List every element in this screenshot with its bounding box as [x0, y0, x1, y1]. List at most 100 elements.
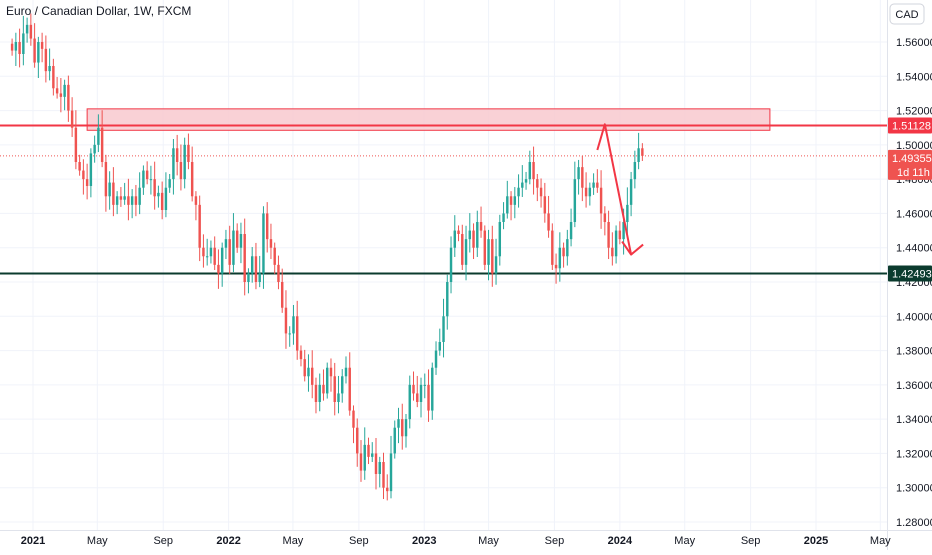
- candle[interactable]: [637, 132, 640, 170]
- candle[interactable]: [262, 206, 265, 289]
- candle[interactable]: [67, 75, 70, 122]
- candle[interactable]: [592, 173, 595, 195]
- candle[interactable]: [254, 242, 258, 290]
- candle[interactable]: [449, 236, 453, 294]
- candle[interactable]: [232, 213, 235, 273]
- candle[interactable]: [581, 155, 584, 202]
- candle[interactable]: [468, 213, 472, 253]
- candle[interactable]: [44, 35, 48, 83]
- candle[interactable]: [213, 236, 216, 270]
- candle[interactable]: [14, 32, 18, 66]
- candle[interactable]: [123, 182, 126, 205]
- candle[interactable]: [404, 414, 408, 448]
- candle[interactable]: [536, 174, 539, 202]
- candle[interactable]: [93, 135, 96, 163]
- candle[interactable]: [618, 221, 622, 245]
- candle[interactable]: [596, 169, 599, 193]
- candle[interactable]: [554, 253, 558, 284]
- candle[interactable]: [434, 341, 438, 375]
- candle[interactable]: [243, 218, 246, 296]
- candle[interactable]: [164, 172, 168, 218]
- candle[interactable]: [558, 232, 562, 282]
- candle[interactable]: [344, 356, 348, 384]
- candle[interactable]: [412, 371, 415, 401]
- candle[interactable]: [172, 139, 175, 195]
- candle[interactable]: [145, 161, 149, 185]
- candle[interactable]: [179, 144, 183, 191]
- candle[interactable]: [187, 133, 190, 170]
- candle[interactable]: [348, 352, 351, 416]
- candle[interactable]: [333, 362, 336, 416]
- candle[interactable]: [442, 298, 445, 358]
- candle[interactable]: [18, 28, 21, 68]
- candle[interactable]: [431, 362, 434, 420]
- candle[interactable]: [423, 373, 426, 399]
- candle[interactable]: [356, 418, 359, 467]
- candle[interactable]: [175, 134, 179, 176]
- candle[interactable]: [112, 167, 115, 217]
- candle[interactable]: [108, 171, 111, 210]
- candle[interactable]: [202, 234, 205, 268]
- candle[interactable]: [524, 171, 528, 190]
- candle[interactable]: [363, 427, 366, 480]
- candle[interactable]: [134, 184, 138, 217]
- candle[interactable]: [37, 36, 40, 78]
- candle[interactable]: [487, 229, 490, 281]
- candle[interactable]: [547, 195, 550, 238]
- candle[interactable]: [371, 442, 374, 462]
- candle[interactable]: [142, 165, 145, 195]
- candle[interactable]: [10, 38, 14, 56]
- candle[interactable]: [603, 206, 607, 236]
- candle[interactable]: [367, 437, 370, 465]
- candle[interactable]: [48, 48, 51, 81]
- candle[interactable]: [491, 225, 494, 287]
- candle[interactable]: [168, 174, 171, 193]
- candle[interactable]: [209, 240, 213, 264]
- candle[interactable]: [115, 191, 119, 215]
- candle[interactable]: [397, 407, 400, 444]
- candle[interactable]: [160, 181, 164, 220]
- candle[interactable]: [97, 114, 100, 153]
- candle[interactable]: [352, 405, 355, 444]
- candle[interactable]: [374, 438, 378, 490]
- candle[interactable]: [389, 435, 393, 499]
- candle[interactable]: [74, 110, 78, 170]
- candle[interactable]: [569, 208, 573, 247]
- candle[interactable]: [318, 373, 321, 412]
- candle[interactable]: [303, 349, 306, 382]
- candle[interactable]: [292, 304, 295, 345]
- candle[interactable]: [157, 185, 160, 208]
- candle[interactable]: [138, 172, 141, 215]
- candle[interactable]: [513, 187, 517, 219]
- candle[interactable]: [314, 377, 318, 414]
- candle[interactable]: [386, 474, 389, 501]
- candle[interactable]: [498, 214, 502, 266]
- candle[interactable]: [149, 165, 153, 195]
- candle[interactable]: [551, 223, 554, 270]
- candle[interactable]: [427, 369, 430, 422]
- candle[interactable]: [228, 225, 231, 275]
- candle[interactable]: [378, 456, 381, 488]
- candle[interactable]: [239, 222, 243, 264]
- candle[interactable]: [329, 358, 333, 392]
- candle[interactable]: [341, 369, 344, 403]
- candle[interactable]: [40, 32, 44, 63]
- candle[interactable]: [258, 255, 261, 288]
- candle[interactable]: [419, 377, 423, 418]
- candle[interactable]: [611, 232, 614, 266]
- candle[interactable]: [25, 17, 29, 43]
- candle[interactable]: [130, 189, 134, 219]
- candle[interactable]: [284, 290, 288, 349]
- currency-button[interactable]: CAD: [889, 3, 925, 25]
- candle[interactable]: [416, 375, 419, 408]
- candle[interactable]: [29, 13, 33, 46]
- candle[interactable]: [183, 137, 186, 189]
- candle[interactable]: [483, 225, 487, 270]
- time-axis[interactable]: 2021 May Sep 2022 May Sep 2023 May Sep 2024 May Sep…: [21, 535, 891, 547]
- candle[interactable]: [446, 274, 449, 330]
- candle[interactable]: [85, 163, 89, 200]
- candle[interactable]: [311, 350, 314, 399]
- candle[interactable]: [78, 154, 81, 176]
- candle[interactable]: [269, 223, 273, 260]
- price-axis[interactable]: 1.560001.540001.520001.500001.480001.460…: [896, 37, 932, 529]
